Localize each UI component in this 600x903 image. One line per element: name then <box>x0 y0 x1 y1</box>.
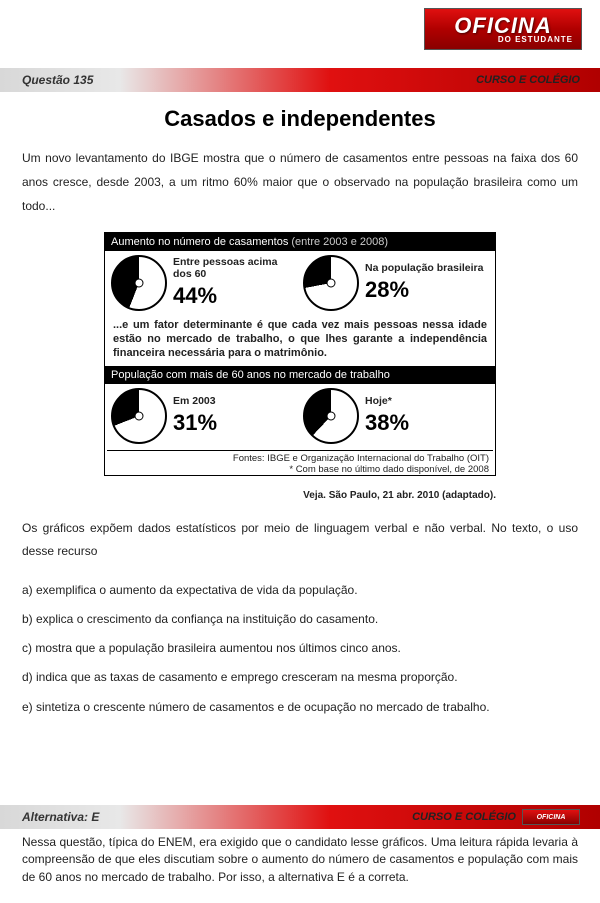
infographic: Aumento no número de casamentos (entre 2… <box>104 232 496 476</box>
pie-chart-2 <box>303 255 359 311</box>
infographic-header-2: População com mais de 60 anos no mercado… <box>105 366 495 384</box>
ig-header1-light: (entre 2003 e 2008) <box>291 236 388 248</box>
pie-chart-3 <box>111 388 167 444</box>
question-number: Questão 135 <box>22 73 93 87</box>
source-citation: Veja. São Paulo, 21 abr. 2010 (adaptado)… <box>104 490 496 501</box>
answer-header-bar: Alternativa: E CURSO E COLÉGIO OFICINA <box>0 805 600 829</box>
answer-course-label: CURSO E COLÉGIO <box>412 811 516 823</box>
pie-cell-2: Na população brasileira 28% <box>303 255 489 311</box>
pie-cell-3: Em 2003 31% <box>111 388 297 444</box>
brand-logo: OFICINA DO ESTUDANTE <box>424 8 582 50</box>
option-d: d) indica que as taxas de casamento e em… <box>22 668 578 687</box>
course-label: CURSO E COLÉGIO <box>476 74 580 86</box>
infographic-row-1: Entre pessoas acima dos 60 44% Na popula… <box>105 251 495 317</box>
pie-caption-1: Entre pessoas acima dos 60 <box>173 257 297 280</box>
option-c: c) mostra que a população brasileira aum… <box>22 639 578 658</box>
option-e: e) sintetiza o crescente número de casam… <box>22 698 578 717</box>
pie-chart-4 <box>303 388 359 444</box>
pie-cell-4: Hoje* 38% <box>303 388 489 444</box>
intro-paragraph: Um novo levantamento do IBGE mostra que … <box>22 146 578 218</box>
pie-chart-1 <box>111 255 167 311</box>
pie-value-4: 38% <box>365 410 409 436</box>
pie-caption-2: Na população brasileira <box>365 263 483 275</box>
pie-value-1: 44% <box>173 283 297 309</box>
question-stem: Os gráficos expõem dados estatísticos po… <box>22 517 578 563</box>
article-title: Casados e independentes <box>22 106 578 132</box>
options-list: a) exemplifica o aumento da expectativa … <box>22 581 578 717</box>
brand-subtitle: DO ESTUDANTE <box>498 35 573 44</box>
ig-header2-main: População com mais de 60 anos no mercado… <box>111 369 390 381</box>
question-content: Casados e independentes Um novo levantam… <box>22 98 578 727</box>
question-header-bar: Questão 135 CURSO E COLÉGIO <box>0 68 600 92</box>
pie-caption-3: Em 2003 <box>173 396 217 408</box>
pie-caption-4: Hoje* <box>365 396 409 408</box>
option-b: b) explica o crescimento da confiança na… <box>22 610 578 629</box>
pie-cell-1: Entre pessoas acima dos 60 44% <box>111 255 297 311</box>
infographic-footer: Fontes: IBGE e Organização Internacional… <box>107 450 493 475</box>
mini-brand-logo: OFICINA <box>522 809 580 825</box>
brand-name: OFICINA <box>454 15 551 37</box>
answer-explanation: Nessa questão, típica do ENEM, era exigi… <box>22 834 578 886</box>
infographic-row-2: Em 2003 31% Hoje* 38% <box>105 384 495 450</box>
ig-header1-main: Aumento no número de casamentos <box>111 236 288 248</box>
pie-value-2: 28% <box>365 277 483 303</box>
pie-value-3: 31% <box>173 410 217 436</box>
infographic-header-1: Aumento no número de casamentos (entre 2… <box>105 233 495 251</box>
option-a: a) exemplifica o aumento da expectativa … <box>22 581 578 600</box>
infographic-middle-text: ...e um fator determinante é que cada ve… <box>105 317 495 366</box>
answer-label: Alternativa: E <box>22 810 99 824</box>
mini-brand-name: OFICINA <box>537 814 566 821</box>
